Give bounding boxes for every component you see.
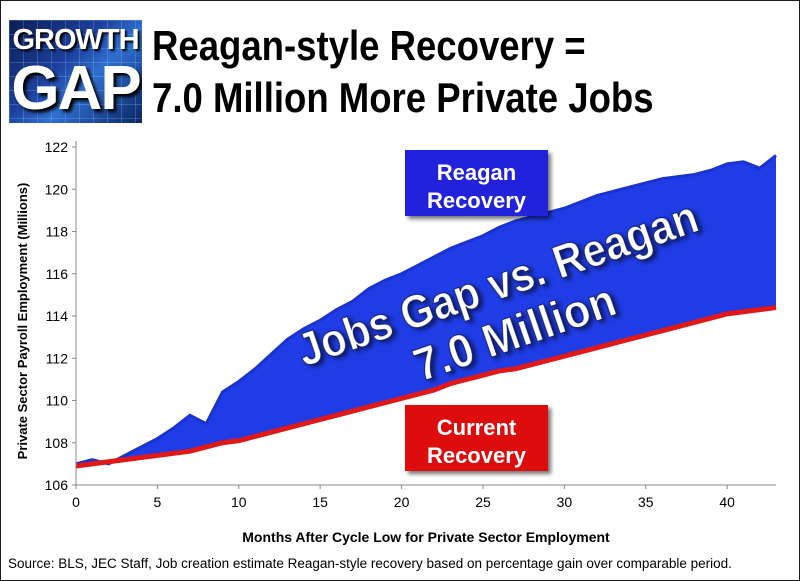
- y-tick-label: 108: [45, 435, 69, 451]
- x-tick-label: 35: [638, 494, 654, 510]
- reagan-recovery-label-text: Reagan: [437, 160, 516, 185]
- x-axis-title: Months After Cycle Low for Private Secto…: [242, 529, 610, 545]
- y-tick-label: 106: [45, 477, 69, 493]
- y-axis-title: Private Sector Payroll Employment (Milli…: [15, 183, 30, 460]
- current-recovery-line: [75, 305, 777, 469]
- logo-line1: GROWTH: [12, 24, 139, 56]
- slide-title-line1: Reagan-style Recovery =: [152, 22, 586, 69]
- x-tick-label: 0: [72, 494, 80, 510]
- x-tick-label: 30: [557, 494, 573, 510]
- x-tick-label: 10: [231, 494, 247, 510]
- x-tick-label: 40: [719, 494, 735, 510]
- y-tick-label: 118: [46, 224, 69, 240]
- logo-line2: GAP: [11, 54, 141, 123]
- x-tick-label: 25: [475, 494, 491, 510]
- current-recovery-label-box: [405, 405, 548, 471]
- y-tick-label: 120: [45, 181, 69, 197]
- reagan-recovery-line: [75, 154, 777, 466]
- y-tick-label: 122: [45, 139, 69, 155]
- source-note: Source: BLS, JEC Staff, Job creation est…: [8, 556, 732, 571]
- growth-gap-logo: GROWTH GAP: [9, 20, 142, 123]
- y-tick-label: 114: [46, 308, 69, 324]
- x-tick-label: 20: [394, 494, 410, 510]
- reagan-recovery-label: Reagan Recovery: [405, 150, 548, 216]
- y-tick-label: 116: [46, 266, 69, 282]
- reagan-recovery-label-box: [405, 150, 548, 216]
- jobs-gap-area: [76, 155, 776, 466]
- logo-grid-pattern: [9, 20, 142, 123]
- y-tick-label: 110: [46, 393, 69, 409]
- slide-title-line2: 7.0 Million More Private Jobs: [152, 74, 654, 121]
- reagan-recovery-label-text: Recovery: [427, 188, 527, 213]
- x-tick-label: 15: [312, 494, 328, 510]
- current-recovery-label-text: Recovery: [427, 443, 527, 468]
- x-tick-label: 5: [153, 494, 161, 510]
- current-recovery-label: Current Recovery: [405, 405, 548, 471]
- current-recovery-label-text: Current: [437, 415, 517, 440]
- y-tick-label: 112: [46, 350, 69, 366]
